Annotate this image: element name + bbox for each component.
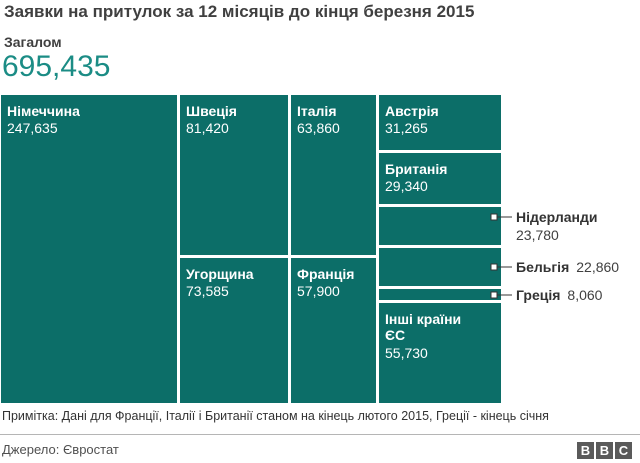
cell-value-інші-країни-єс: 55,730 (385, 345, 428, 361)
treemap-cell-нідерланди (377, 205, 503, 247)
leader-marker-бельгія (490, 263, 498, 271)
outside-value-нідерланди: 23,780 (516, 227, 559, 243)
total-label: Загалом (4, 34, 62, 50)
cell-name-швеція: Швеція (186, 103, 237, 119)
treemap-cell-австрія (377, 93, 503, 152)
outside-value-бельгія: 22,860 (576, 259, 619, 275)
cell-value-швеція: 81,420 (186, 120, 229, 136)
cell-name-британія: Британія (385, 161, 447, 177)
cell-value-італія: 63,860 (297, 120, 340, 136)
bbc-logo-letter: B (577, 442, 594, 459)
total-value: 695,435 (2, 50, 111, 83)
cell-value-австрія: 31,265 (385, 120, 428, 136)
bbc-logo-letter: B (596, 442, 613, 459)
treemap-cell-бельгія (377, 246, 503, 288)
cell-name-італія: Італія (297, 103, 336, 119)
bbc-logo-letter: C (615, 442, 632, 459)
cell-name-австрія: Австрія (385, 103, 439, 119)
cell-name-угорщина: Угорщина (186, 266, 254, 282)
cell-value-німеччина: 247,635 (7, 120, 58, 136)
treemap-cell-інші-країни-єс (377, 301, 503, 405)
outside-name-нідерланди: Нідерланди (516, 209, 598, 225)
treemap-cell-італія (289, 93, 378, 257)
outside-name-греція: Греція (516, 287, 560, 303)
leader-marker-греція (490, 291, 498, 299)
cell-name-інші-країни-єс: Інші країни (385, 311, 461, 327)
cell-name-інші-країни-єс: ЄС (385, 327, 405, 343)
source-label: Джерело: Євростат (2, 442, 119, 457)
divider (0, 434, 640, 435)
leader-marker-нідерланди (490, 213, 498, 221)
cell-name-німеччина: Німеччина (7, 103, 80, 119)
treemap-cell-греція (377, 287, 503, 302)
outside-name-бельгія: Бельгія (516, 259, 569, 275)
footnote: Примітка: Дані для Франції, Італії і Бри… (2, 409, 549, 423)
cell-name-франція: Франція (297, 266, 354, 282)
cell-value-британія: 29,340 (385, 178, 428, 194)
treemap-cell-німеччина (0, 93, 179, 405)
treemap-cell-британія (377, 151, 503, 206)
treemap-cell-швеція (178, 93, 290, 257)
cell-value-франція: 57,900 (297, 283, 340, 299)
chart-title: Заявки на притулок за 12 місяців до кінц… (4, 2, 475, 21)
treemap-cell-угорщина (178, 256, 290, 405)
bbc-logo: B B C (577, 442, 632, 459)
outside-value-греція: 8,060 (567, 287, 602, 303)
cell-value-угорщина: 73,585 (186, 283, 229, 299)
